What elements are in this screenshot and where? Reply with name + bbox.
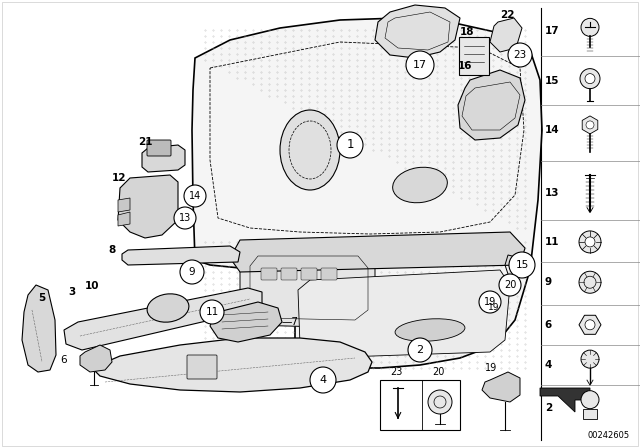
Text: 18: 18 — [460, 27, 474, 37]
FancyBboxPatch shape — [281, 268, 297, 280]
Text: 14: 14 — [545, 125, 559, 135]
Text: 23: 23 — [390, 367, 403, 377]
Polygon shape — [298, 270, 510, 358]
Polygon shape — [210, 302, 282, 342]
Ellipse shape — [147, 294, 189, 322]
Ellipse shape — [395, 319, 465, 341]
Polygon shape — [92, 338, 372, 392]
Text: 12: 12 — [112, 173, 127, 183]
Polygon shape — [458, 70, 525, 140]
Circle shape — [408, 338, 432, 362]
Text: 13: 13 — [179, 213, 191, 223]
Text: 9: 9 — [545, 277, 552, 287]
Polygon shape — [540, 388, 590, 412]
Text: 4: 4 — [319, 375, 326, 385]
Circle shape — [585, 320, 595, 330]
Circle shape — [579, 231, 601, 253]
Text: 5: 5 — [38, 293, 45, 303]
Circle shape — [585, 73, 595, 84]
FancyBboxPatch shape — [301, 268, 317, 280]
Ellipse shape — [393, 167, 447, 203]
Circle shape — [174, 207, 196, 229]
Polygon shape — [482, 372, 520, 402]
Circle shape — [200, 300, 224, 324]
Text: 23: 23 — [513, 50, 527, 60]
Polygon shape — [240, 248, 375, 328]
Polygon shape — [118, 175, 178, 238]
Polygon shape — [64, 288, 262, 350]
Polygon shape — [118, 212, 130, 226]
Circle shape — [581, 350, 599, 368]
Circle shape — [580, 69, 600, 89]
Text: 2: 2 — [417, 345, 424, 355]
Circle shape — [406, 51, 434, 79]
Text: 8: 8 — [108, 245, 115, 255]
Polygon shape — [375, 5, 460, 58]
Text: 14: 14 — [189, 191, 201, 201]
Circle shape — [509, 252, 535, 278]
Text: 6: 6 — [60, 355, 67, 365]
Text: 15: 15 — [545, 76, 559, 86]
Circle shape — [180, 260, 204, 284]
Circle shape — [184, 185, 206, 207]
FancyBboxPatch shape — [583, 409, 597, 419]
Circle shape — [581, 391, 599, 409]
Text: —7: —7 — [282, 317, 299, 327]
FancyBboxPatch shape — [261, 268, 277, 280]
FancyBboxPatch shape — [459, 37, 489, 75]
Circle shape — [586, 121, 594, 129]
Text: 15: 15 — [515, 260, 529, 270]
FancyBboxPatch shape — [321, 268, 337, 280]
Polygon shape — [122, 246, 240, 265]
Text: 17: 17 — [413, 60, 427, 70]
Text: 10: 10 — [85, 281, 99, 291]
Polygon shape — [80, 345, 112, 372]
Text: 22: 22 — [500, 10, 515, 20]
Circle shape — [581, 18, 599, 36]
Polygon shape — [582, 116, 598, 134]
Text: 21: 21 — [138, 137, 152, 147]
Text: 1: 1 — [346, 138, 354, 151]
FancyBboxPatch shape — [187, 355, 217, 379]
Circle shape — [337, 132, 363, 158]
Text: 19: 19 — [485, 363, 497, 373]
Text: 19: 19 — [484, 297, 496, 307]
Text: 3: 3 — [68, 287, 76, 297]
Text: 13: 13 — [545, 188, 559, 198]
Circle shape — [499, 274, 521, 296]
Circle shape — [310, 367, 336, 393]
Polygon shape — [230, 232, 525, 272]
Circle shape — [479, 291, 501, 313]
Text: 2: 2 — [545, 403, 552, 413]
Circle shape — [579, 271, 601, 293]
FancyBboxPatch shape — [147, 140, 171, 156]
Polygon shape — [192, 18, 542, 368]
Text: 9: 9 — [189, 267, 195, 277]
Text: 11: 11 — [205, 307, 219, 317]
Text: 16: 16 — [458, 61, 472, 71]
Circle shape — [428, 390, 452, 414]
Polygon shape — [118, 198, 130, 212]
Text: 6: 6 — [545, 320, 552, 330]
Text: 20: 20 — [432, 367, 444, 377]
Text: 4: 4 — [545, 360, 552, 370]
Polygon shape — [22, 285, 56, 372]
Text: 00242605: 00242605 — [588, 431, 630, 440]
Polygon shape — [490, 18, 522, 52]
Polygon shape — [142, 145, 185, 172]
Text: 11: 11 — [545, 237, 559, 247]
Polygon shape — [579, 315, 601, 334]
Circle shape — [508, 43, 532, 67]
Ellipse shape — [280, 110, 340, 190]
Text: 20: 20 — [504, 280, 516, 290]
Text: 19: 19 — [488, 303, 499, 313]
Text: 17: 17 — [545, 26, 559, 36]
Circle shape — [585, 237, 595, 247]
